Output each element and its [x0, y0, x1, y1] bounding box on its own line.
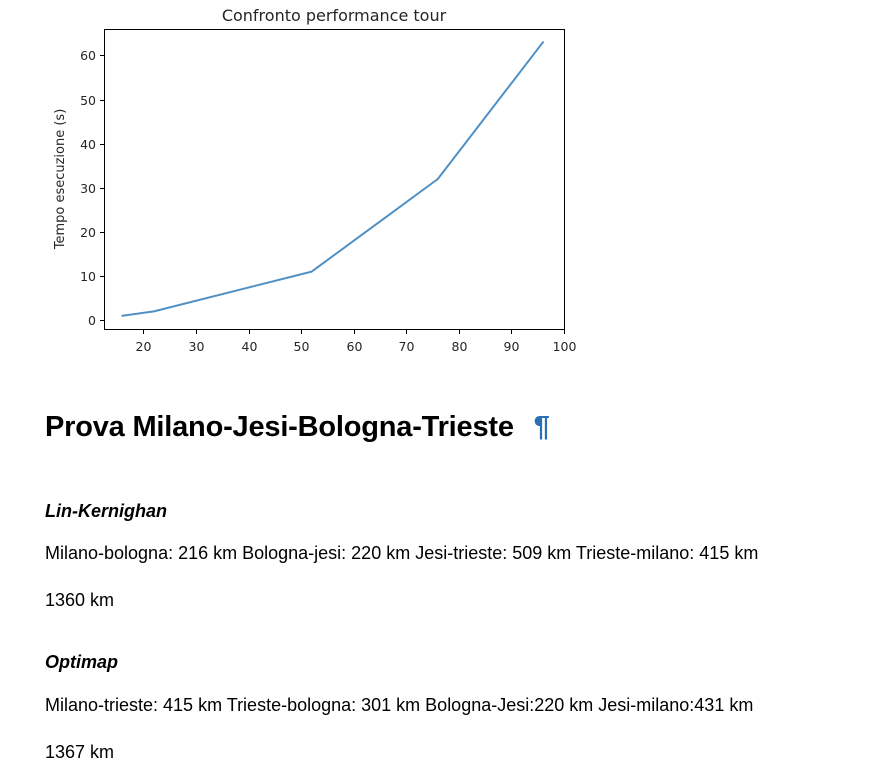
- y-tick-label: 20: [80, 225, 96, 240]
- x-tick-label: 20: [136, 339, 152, 354]
- lin-kernighan-route: Milano-bologna: 216 km Bologna-jesi: 220…: [45, 543, 759, 563]
- x-axis: 20 30 40 50 60 70 80 90 100: [136, 329, 577, 354]
- axes-frame: [104, 29, 565, 330]
- x-tick-label: 80: [452, 339, 468, 354]
- x-tick-label: 30: [189, 339, 205, 354]
- y-tick-label: 10: [80, 269, 96, 284]
- x-tick-label: 90: [504, 339, 520, 354]
- section-heading: Prova Milano-Jesi-Bologna-Trieste ¶: [45, 411, 550, 444]
- series-line: [121, 41, 544, 317]
- section-heading-text: Prova Milano-Jesi-Bologna-Trieste: [45, 411, 514, 443]
- series-layer: [121, 41, 544, 317]
- y-tick-label: 0: [88, 313, 96, 328]
- x-tick-label: 70: [399, 339, 415, 354]
- y-tick-label: 50: [80, 93, 96, 108]
- permalink-anchor[interactable]: ¶: [533, 411, 550, 443]
- y-tick-label: 40: [80, 137, 96, 152]
- x-tick-label: 40: [242, 339, 258, 354]
- x-tick-label: 60: [347, 339, 363, 354]
- y-axis-label: Tempo esecuzione (s): [53, 109, 68, 251]
- x-tick-label: 50: [294, 339, 310, 354]
- x-tick-label: 100: [553, 339, 577, 354]
- y-tick-label: 30: [80, 181, 96, 196]
- chart-title: Confronto performance tour: [222, 6, 447, 25]
- y-axis: 0 10 20 30 40 50 60: [80, 48, 105, 328]
- optimap-heading: Optimap: [45, 652, 119, 672]
- optimap-total: 1367 km: [45, 742, 115, 762]
- lin-kernighan-heading: Lin-Kernighan: [45, 501, 167, 521]
- chart-svg: Confronto performance tour 20 30 40 50 60 70 8…: [53, 6, 577, 354]
- optimap-route: Milano-trieste: 415 km Trieste-bologna: …: [45, 695, 754, 715]
- performance-chart: Confronto performance tour 20 30 40 50 60 70 8…: [0, 0, 600, 372]
- y-tick-label: 60: [80, 48, 96, 63]
- lin-kernighan-total: 1360 km: [45, 590, 115, 610]
